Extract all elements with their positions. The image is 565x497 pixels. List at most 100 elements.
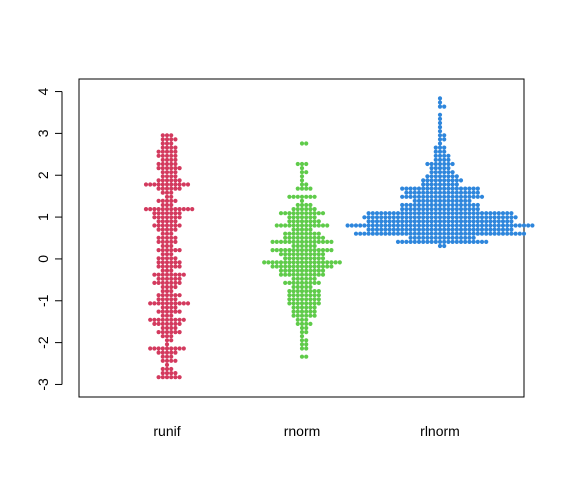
data-point-rnorm: [308, 223, 313, 228]
data-point-rlnorm: [408, 223, 413, 228]
data-point-rlnorm: [425, 207, 430, 212]
data-point-rnorm: [316, 260, 321, 265]
data-point-rlnorm: [433, 174, 438, 179]
data-point-rlnorm: [437, 227, 443, 232]
data-point-rlnorm: [387, 227, 392, 232]
data-point-runif: [160, 198, 165, 203]
data-point-rlnorm: [412, 235, 417, 240]
data-point-rlnorm: [362, 215, 367, 220]
data-point-rlnorm: [446, 170, 451, 175]
data-point-rlnorm: [471, 194, 476, 199]
data-point-rnorm: [320, 223, 326, 228]
data-point-runif: [169, 276, 174, 281]
data-point-rlnorm: [458, 186, 464, 191]
data-point-runif: [164, 182, 170, 187]
data-point-rnorm: [337, 260, 342, 265]
data-point-runif: [173, 358, 178, 363]
data-point-rlnorm: [484, 223, 489, 228]
data-point-rlnorm: [450, 202, 455, 208]
data-point-rlnorm: [408, 227, 413, 232]
data-point-rlnorm: [450, 227, 455, 232]
data-point-runif: [169, 182, 174, 187]
data-point-rlnorm: [500, 211, 506, 216]
data-point-rnorm: [291, 301, 296, 306]
data-point-rlnorm: [479, 227, 485, 232]
data-point-rlnorm: [412, 211, 417, 216]
data-point-rnorm: [291, 248, 296, 253]
data-point-runif: [152, 280, 157, 285]
data-point-runif: [177, 186, 182, 191]
data-point-rnorm: [295, 211, 300, 216]
data-point-rlnorm: [429, 186, 434, 191]
data-point-runif: [177, 309, 182, 314]
data-point-rnorm: [299, 342, 305, 347]
data-point-rlnorm: [437, 223, 443, 228]
data-point-runif: [173, 239, 178, 244]
data-point-rlnorm: [450, 231, 455, 236]
data-point-rlnorm: [492, 215, 497, 220]
data-point-rlnorm: [366, 223, 371, 228]
data-point-rlnorm: [421, 223, 426, 228]
data-point-runif: [164, 338, 170, 343]
data-point-rlnorm: [446, 174, 451, 179]
data-point-rlnorm: [437, 182, 443, 187]
data-point-rlnorm: [450, 223, 455, 228]
data-point-rnorm: [283, 211, 288, 216]
data-point-runif: [160, 166, 165, 171]
data-point-rlnorm: [471, 223, 476, 228]
data-point-rnorm: [308, 186, 313, 191]
data-point-runif: [160, 145, 165, 150]
data-point-rnorm: [299, 260, 305, 265]
data-point-runif: [152, 346, 157, 351]
data-point-rlnorm: [471, 219, 476, 224]
data-point-runif: [185, 301, 191, 306]
data-point-rnorm: [295, 301, 300, 306]
data-point-rnorm: [304, 182, 309, 187]
data-point-rlnorm: [425, 202, 430, 208]
data-point-runif: [169, 309, 174, 314]
data-point-rlnorm: [471, 231, 476, 236]
data-point-rlnorm: [446, 157, 451, 162]
data-point-rnorm: [270, 248, 275, 253]
data-point-rlnorm: [509, 231, 514, 236]
data-point-rlnorm: [408, 239, 413, 244]
data-point-runif: [164, 366, 170, 372]
data-point-runif: [160, 137, 165, 142]
data-point-runif: [148, 301, 153, 306]
data-point-rnorm: [320, 211, 326, 216]
data-point-rlnorm: [433, 186, 438, 191]
data-point-rlnorm: [467, 211, 472, 216]
data-point-rlnorm: [425, 174, 430, 179]
data-point-rlnorm: [400, 194, 405, 199]
data-point-runif: [160, 264, 165, 269]
data-point-rnorm: [329, 248, 334, 253]
data-point-runif: [164, 342, 170, 347]
data-point-rlnorm: [416, 211, 422, 216]
data-point-runif: [164, 157, 170, 162]
data-point-rnorm: [312, 289, 317, 294]
data-point-rnorm: [316, 289, 321, 294]
data-point-rlnorm: [450, 174, 455, 179]
y-tick-label: 3: [35, 129, 51, 137]
data-point-runif: [169, 137, 174, 142]
data-point-rlnorm: [370, 219, 375, 224]
data-point-runif: [181, 301, 186, 306]
data-point-runif: [164, 334, 170, 339]
data-point-runif: [164, 330, 170, 335]
data-point-rnorm: [299, 268, 305, 273]
data-point-runif: [169, 202, 174, 208]
data-point-rlnorm: [500, 215, 506, 220]
data-point-rlnorm: [496, 223, 501, 228]
data-point-runif: [169, 198, 174, 203]
data-point-runif: [169, 346, 174, 351]
y-tick-label: -3: [35, 378, 51, 391]
data-point-rlnorm: [454, 235, 459, 240]
data-point-runif: [160, 330, 165, 335]
data-point-rnorm: [291, 211, 296, 216]
data-point-rnorm: [304, 276, 309, 281]
data-point-runif: [152, 301, 157, 306]
data-point-rnorm: [278, 260, 284, 265]
data-point-runif: [169, 305, 174, 310]
data-point-rnorm: [312, 309, 317, 314]
data-point-runif: [160, 293, 165, 298]
